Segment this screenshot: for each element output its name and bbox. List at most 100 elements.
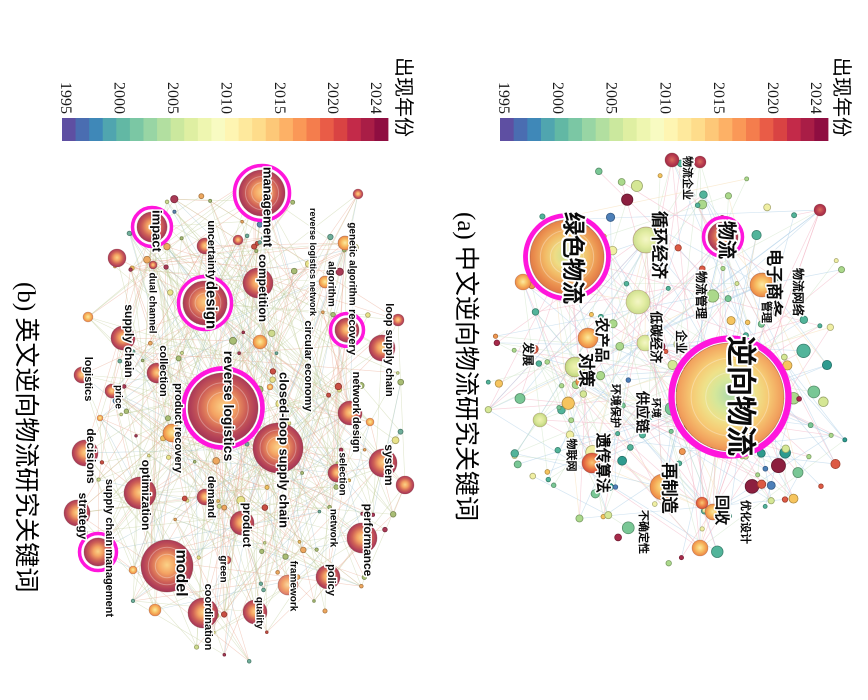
scatter-node [660,501,669,510]
scatter-node [130,598,136,604]
scatter-node [589,312,594,317]
network-link [263,389,340,591]
node-label-电子商务: 电子商务 [765,249,785,318]
node-物流 [707,221,739,253]
node-回收 [704,503,722,521]
colorbar-segment [800,118,815,141]
scatter-node [706,289,720,303]
scatter-node [261,504,269,511]
scatter-node [221,504,228,511]
scatter-node [614,533,622,542]
scatter-node [83,530,88,535]
node-label-price: price [113,385,124,409]
scatter-node [744,479,760,494]
scatter-node [290,199,296,205]
network-link [209,200,309,265]
network-link [548,209,821,221]
node-policy [315,564,341,590]
scatter-node [720,265,726,271]
scatter-node [163,243,171,251]
legend-year-tick: 2015 [271,82,288,114]
scatter-node [799,315,809,324]
scatter-node [791,212,797,219]
scatter-node [651,212,662,223]
scatter-node [595,371,606,381]
network-node [695,496,709,510]
network-link [488,409,718,553]
legend-year-tick: 2020 [764,82,781,114]
network-link [787,365,846,441]
network-link [202,271,295,614]
scatter-node [397,378,405,386]
node-label-企业: 企业 [674,329,689,354]
network-link [548,433,618,480]
colorbar-segment [650,118,665,141]
scatter-node [663,348,669,355]
network-link [261,487,268,552]
colorbar-segment [746,118,761,141]
network-link [372,382,402,515]
colorbar-segment [541,118,556,141]
colorbar-segment [333,118,348,141]
node-遗传算法 [581,452,603,474]
highlight-ring [668,335,792,459]
network-link [174,519,250,662]
scatter-node [625,377,632,383]
node-label-优化设计: 优化设计 [739,500,753,544]
scatter-node [551,482,557,488]
network-link [241,250,345,524]
scatter-node [275,570,280,575]
highlight-ring [232,163,292,223]
colorbar-segment [814,118,829,141]
legend-year-tick: 2024 [807,82,824,114]
scatter-node [208,198,213,203]
scatter-node [617,178,626,186]
network-link [361,484,406,587]
node-label-物流企业: 物流企业 [681,156,695,200]
tree-ring [194,292,216,314]
node-product [229,510,255,536]
network-link [139,492,250,662]
tree-ring [259,429,297,467]
network-link [259,389,347,416]
network-link [151,221,243,228]
network-link [776,277,785,358]
network-link [174,519,225,655]
node-network design [337,400,363,426]
network-link [97,511,320,553]
highlight-ring-gap [235,166,289,220]
legend-title-a: 出现年份 [830,57,852,137]
highlight-ring [523,213,611,301]
node-label-impact: impact [150,210,165,253]
scatter-node [382,526,388,533]
network-link [397,319,406,486]
node-label-optimization: optimization [139,460,153,531]
scatter-node [556,405,562,411]
network-link [133,351,398,374]
scatter-node [513,460,522,469]
scatter-node [630,179,643,192]
network-node [813,203,827,217]
scatter-node [493,339,501,347]
colorbar-segment [664,118,679,141]
scatter-node [650,354,659,363]
scatter-node [134,434,138,438]
network-link [99,417,320,512]
node-label-network design: network design [350,372,362,453]
scatter-node [674,244,682,252]
scatter-node [396,371,400,375]
colorbar-segment [211,118,226,141]
colorbar-segment [252,118,267,141]
highlight-ring [181,366,265,450]
scatter-node [181,495,188,502]
scatter-node [744,319,751,326]
legend-year-tick: 2000 [549,82,566,114]
scatter-node [96,477,101,482]
network-link [609,486,701,549]
scatter-node [771,458,786,474]
colorbar-segment [691,118,706,141]
node-label-供应链: 供应链 [634,390,651,434]
colorbar-segment [360,118,375,141]
scatter-node [268,329,276,338]
